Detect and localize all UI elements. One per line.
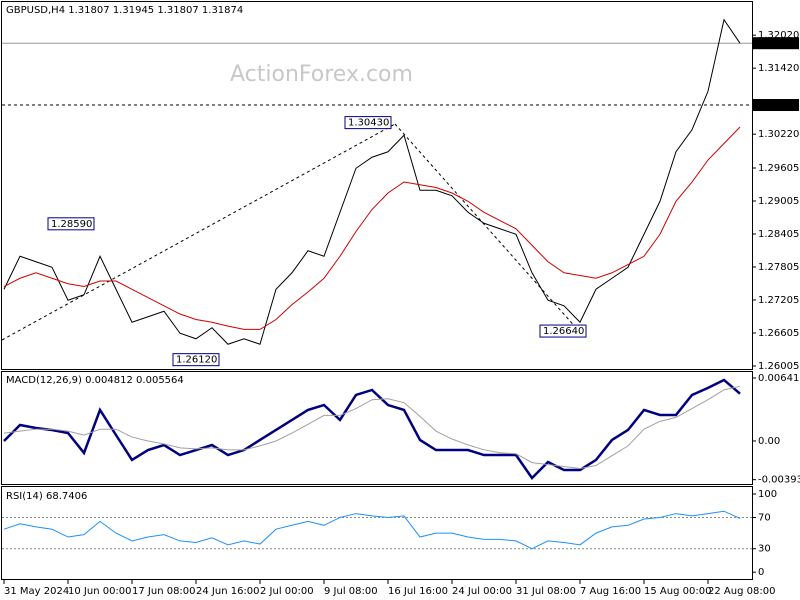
annotation-box xyxy=(172,353,220,367)
y-tick-label: -0.003938 xyxy=(758,475,800,486)
x-tick-label: 9 Jul 08:00 xyxy=(324,586,378,597)
low: 1.31807 xyxy=(157,5,198,16)
price-badge-label: 1.31874 xyxy=(757,38,798,49)
rsi-value: 68.7406 xyxy=(46,491,87,502)
annotation-box xyxy=(539,324,587,338)
rsi-title: RSI(14) 68.7406 xyxy=(6,491,87,502)
y-tick-label: 1.28405 xyxy=(758,229,799,240)
close: 1.31874 xyxy=(202,5,243,16)
x-tick-label: 2 Jul 00:00 xyxy=(260,586,314,597)
y-tick-label: 1.27805 xyxy=(758,262,799,273)
trend-line xyxy=(1,123,396,341)
symbol: GBPUSD,H4 xyxy=(6,5,65,16)
annotation-label: 1.26120 xyxy=(176,355,217,366)
title: RSI(14) xyxy=(6,491,43,502)
y-tick-label: 1.29605 xyxy=(758,163,799,174)
trend-line xyxy=(394,123,579,331)
y-tick-label: 1.29005 xyxy=(758,196,799,207)
x-tick-label: 15 Aug 00:00 xyxy=(644,586,711,597)
y-tick-label: 1.31420 xyxy=(758,63,799,74)
x-tick-label: 31 Jul 08:00 xyxy=(516,586,576,597)
series-line xyxy=(3,18,741,345)
y-tick-label: 1.30220 xyxy=(758,129,799,140)
x-tick-label: 24 Jul 00:00 xyxy=(452,586,512,597)
series-line xyxy=(3,126,741,330)
y-tick-label: 0.006413 xyxy=(758,373,800,384)
series-line xyxy=(3,378,741,480)
x-tick-label: 17 Jun 08:00 xyxy=(132,586,196,597)
y-tick-label: 70 xyxy=(758,512,771,523)
annotation-label: 1.26640 xyxy=(543,326,584,337)
x-tick-label: 10 Jun 00:00 xyxy=(68,586,132,597)
x-tick-label: 16 Jul 16:00 xyxy=(388,586,448,597)
main-frame xyxy=(1,1,753,370)
series-line xyxy=(3,510,741,550)
y-tick-label: 0 xyxy=(758,567,764,578)
y-tick-label: 1.32020 xyxy=(758,30,799,41)
y-tick-label: 30 xyxy=(758,544,771,555)
annotation-label: 1.30430 xyxy=(348,118,389,129)
x-tick-label: 22 Aug 08:00 xyxy=(708,586,775,597)
open: 1.31807 xyxy=(68,5,109,16)
price-badge-label: 1.30750 xyxy=(757,100,798,111)
title: MACD(12,26,9) xyxy=(6,375,82,386)
rsi-frame xyxy=(1,486,753,580)
high: 1.31945 xyxy=(113,5,154,16)
watermark: ActionForex.com xyxy=(230,62,413,87)
y-tick-label: 1.26005 xyxy=(758,361,799,372)
macd-title: MACD(12,26,9) 0.004812 0.005564 xyxy=(6,375,184,386)
y-tick-label: 0.00 xyxy=(758,436,780,447)
x-tick-label: 24 Jun 16:00 xyxy=(196,586,260,597)
signal-value: 0.005564 xyxy=(136,375,184,386)
annotation-box xyxy=(344,116,392,130)
y-tick-label: 100 xyxy=(758,489,777,500)
header: GBPUSD,H4 1.31807 1.31945 1.31807 1.3187… xyxy=(6,5,243,16)
y-tick-label: 1.27205 xyxy=(758,295,799,306)
series-line xyxy=(3,385,741,469)
annotation-box xyxy=(47,217,95,231)
macd-value: 0.004812 xyxy=(85,375,133,386)
macd-frame xyxy=(1,371,753,485)
price-badge xyxy=(753,99,799,112)
price-badge xyxy=(753,37,799,50)
x-tick-label: 31 May 2024 xyxy=(4,586,69,597)
annotation-label: 1.28590 xyxy=(51,219,92,230)
y-tick-label: 1.26605 xyxy=(758,328,799,339)
x-tick-label: 7 Aug 16:00 xyxy=(580,586,641,597)
